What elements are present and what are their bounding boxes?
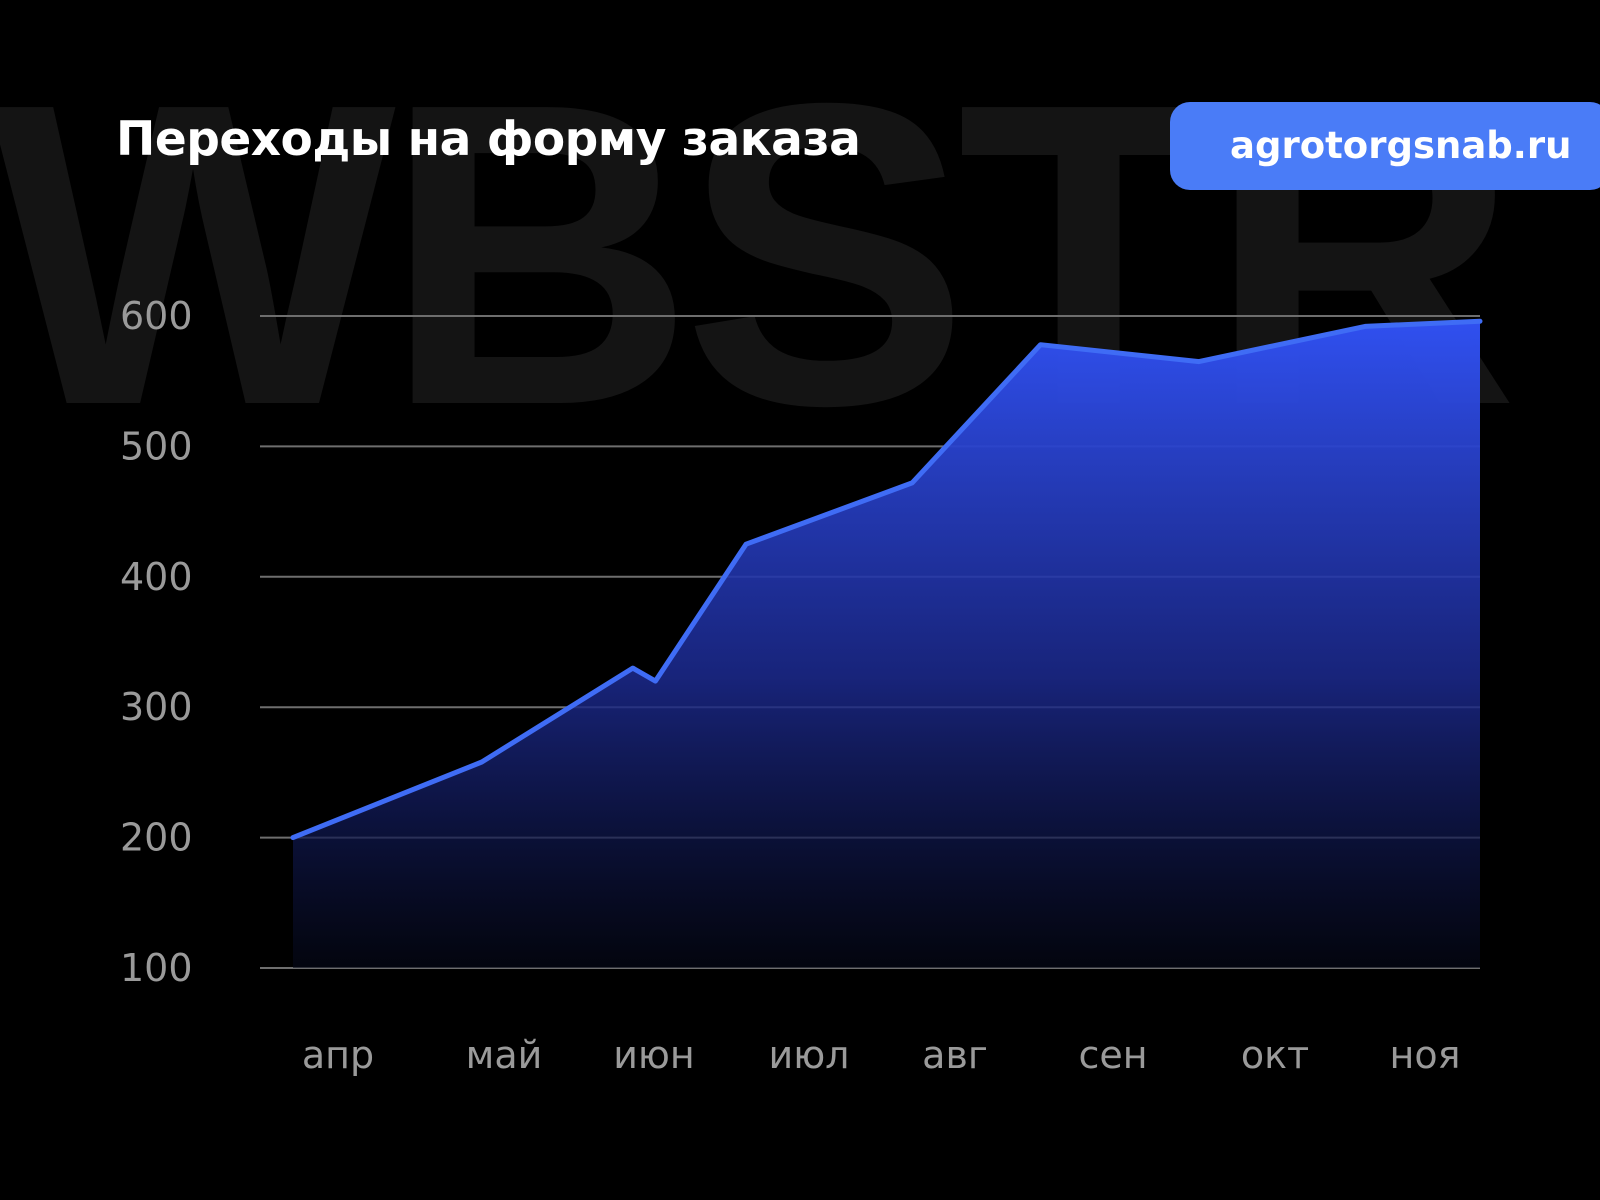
series-area-fill	[293, 321, 1480, 968]
x-tick-label: апр	[302, 1033, 374, 1077]
y-axis-ticks: 100 200 300 400 500 600	[120, 294, 193, 990]
x-tick-label: окт	[1241, 1033, 1309, 1077]
y-tick-label: 600	[120, 294, 193, 338]
x-axis-ticks: апр май июн июл авг сен окт ноя	[302, 1033, 1461, 1077]
x-tick-label: авг	[922, 1033, 988, 1077]
y-tick-label: 100	[120, 946, 193, 990]
y-tick-label: 400	[120, 555, 193, 599]
x-tick-label: сен	[1078, 1033, 1147, 1077]
x-tick-label: ноя	[1390, 1033, 1461, 1077]
x-tick-label: май	[466, 1033, 543, 1077]
site-badge[interactable]: agrotorgsnab.ru	[1170, 102, 1600, 190]
x-tick-label: июл	[769, 1033, 850, 1077]
y-tick-label: 200	[120, 816, 193, 860]
y-tick-label: 300	[120, 685, 193, 729]
x-tick-label: июн	[613, 1033, 695, 1077]
y-tick-label: 500	[120, 424, 193, 468]
series-line	[290, 318, 1483, 841]
chart-title: Переходы на форму заказа	[116, 112, 861, 167]
site-badge-label: agrotorgsnab.ru	[1230, 124, 1572, 167]
